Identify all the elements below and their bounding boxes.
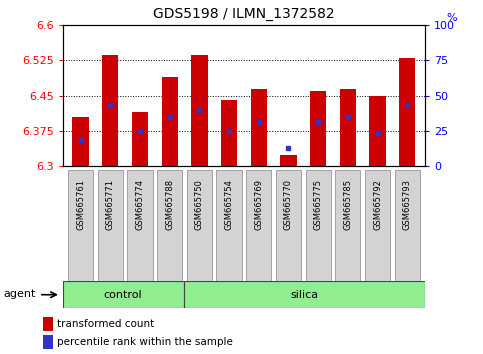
FancyBboxPatch shape <box>184 281 425 308</box>
FancyBboxPatch shape <box>98 170 123 283</box>
FancyBboxPatch shape <box>395 170 420 283</box>
Text: GSM665769: GSM665769 <box>254 179 263 230</box>
Bar <box>102 56 118 166</box>
FancyBboxPatch shape <box>216 170 242 283</box>
Text: GSM665761: GSM665761 <box>76 179 85 230</box>
FancyBboxPatch shape <box>68 170 93 283</box>
Text: GSM665785: GSM665785 <box>343 179 352 230</box>
Text: GSM665750: GSM665750 <box>195 179 204 230</box>
Text: GSM665770: GSM665770 <box>284 179 293 230</box>
Text: GSM665792: GSM665792 <box>373 179 382 230</box>
Bar <box>72 117 89 166</box>
FancyBboxPatch shape <box>276 170 301 283</box>
FancyBboxPatch shape <box>128 170 153 283</box>
Text: agent: agent <box>3 289 36 299</box>
Bar <box>43 335 53 349</box>
Text: %: % <box>447 13 457 23</box>
Bar <box>132 112 148 166</box>
FancyBboxPatch shape <box>157 170 182 283</box>
Text: GSM665774: GSM665774 <box>136 179 144 230</box>
Bar <box>399 58 415 166</box>
FancyBboxPatch shape <box>187 170 212 283</box>
Text: GSM665754: GSM665754 <box>225 179 234 230</box>
Bar <box>369 96 386 166</box>
Bar <box>340 88 356 166</box>
Title: GDS5198 / ILMN_1372582: GDS5198 / ILMN_1372582 <box>153 7 335 21</box>
Bar <box>280 155 297 166</box>
Bar <box>310 91 327 166</box>
Bar <box>221 100 237 166</box>
FancyBboxPatch shape <box>306 170 331 283</box>
Bar <box>191 56 208 166</box>
Text: silica: silica <box>290 290 318 300</box>
FancyBboxPatch shape <box>335 170 360 283</box>
Bar <box>43 317 53 331</box>
Text: control: control <box>104 290 142 300</box>
Text: GSM665775: GSM665775 <box>313 179 323 230</box>
Text: percentile rank within the sample: percentile rank within the sample <box>57 337 233 347</box>
Bar <box>251 88 267 166</box>
Text: GSM665788: GSM665788 <box>165 179 174 230</box>
Text: GSM665793: GSM665793 <box>403 179 412 230</box>
Text: GSM665771: GSM665771 <box>106 179 115 230</box>
Text: transformed count: transformed count <box>57 319 155 329</box>
FancyBboxPatch shape <box>63 281 184 308</box>
FancyBboxPatch shape <box>365 170 390 283</box>
Bar <box>161 77 178 166</box>
FancyBboxPatch shape <box>246 170 271 283</box>
